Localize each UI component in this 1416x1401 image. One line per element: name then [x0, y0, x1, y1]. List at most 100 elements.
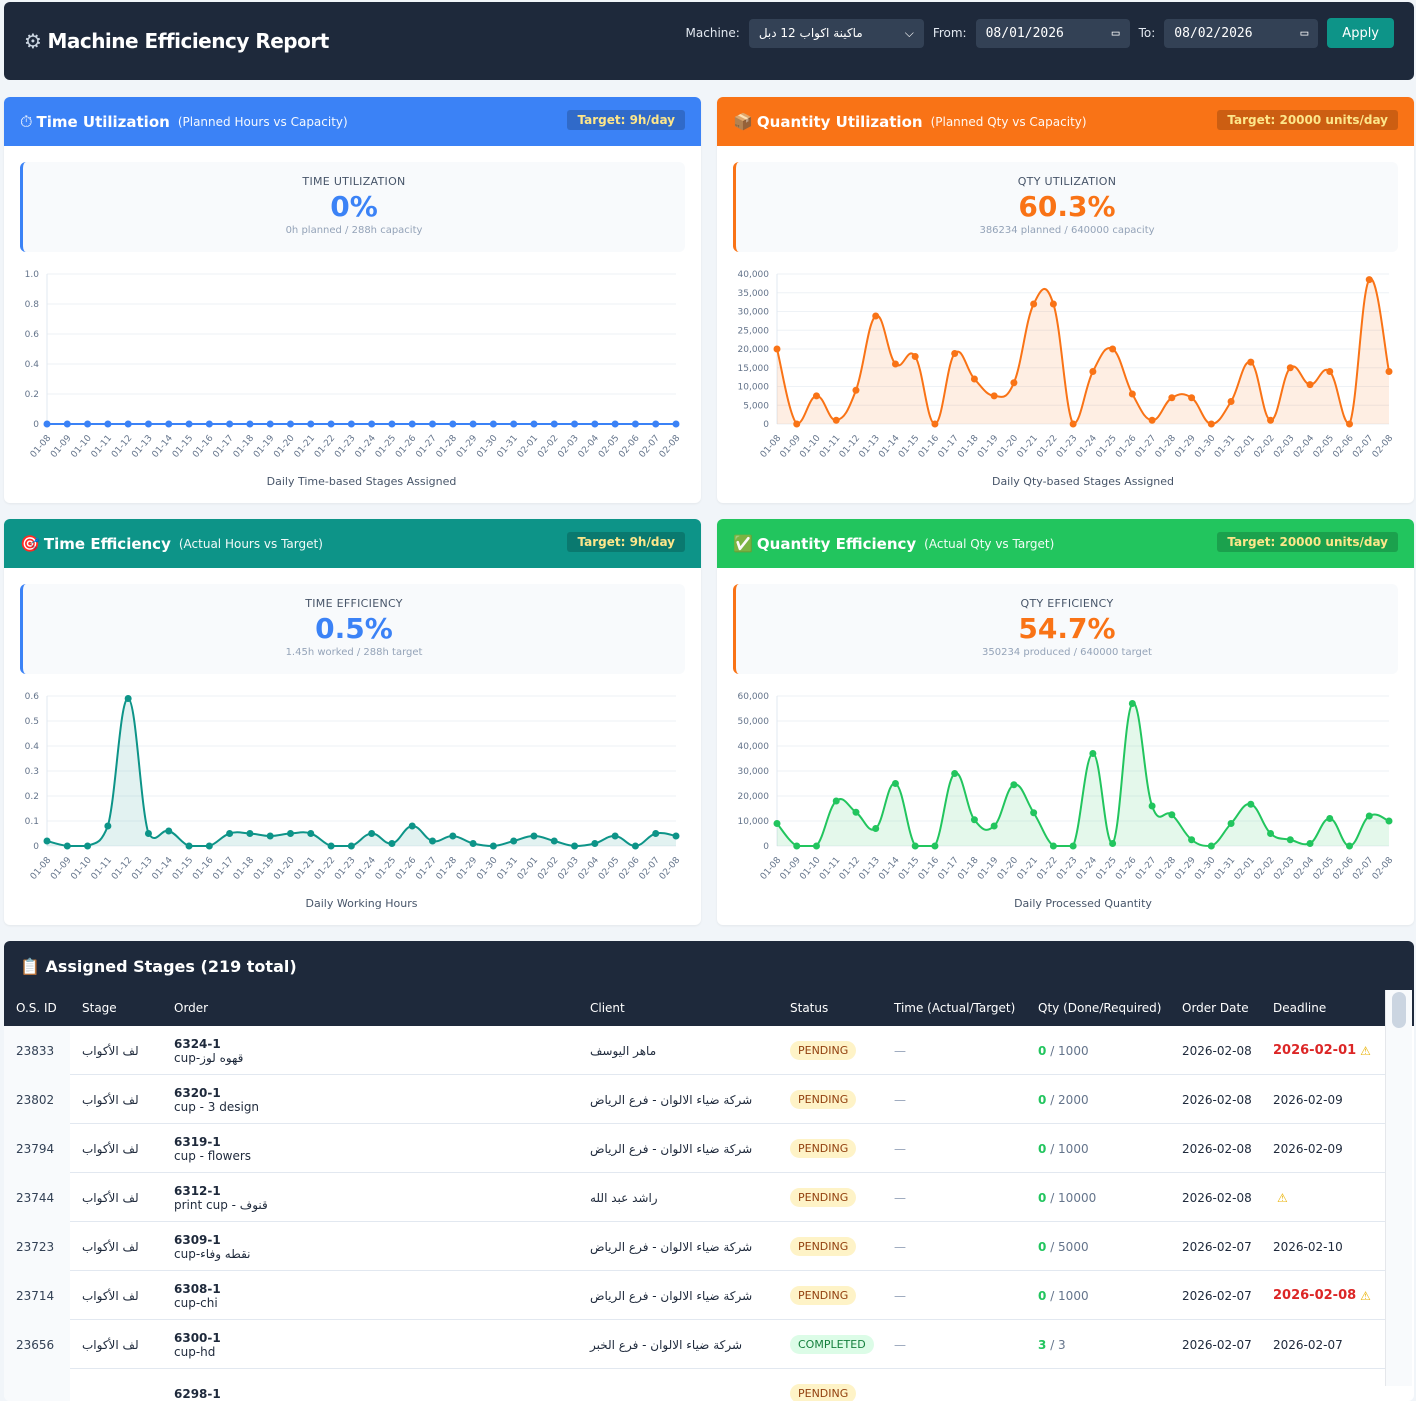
data-point[interactable] [165, 420, 173, 428]
data-point[interactable] [1326, 368, 1334, 375]
column-header[interactable]: O.S. ID [16, 1001, 57, 1015]
data-point[interactable] [408, 822, 416, 830]
column-header[interactable]: Qty (Done/Required) [1038, 1001, 1162, 1015]
data-point[interactable] [388, 420, 396, 428]
data-point[interactable] [246, 420, 254, 428]
calendar-icon[interactable]: ▭ [1300, 25, 1309, 41]
data-point[interactable] [970, 375, 978, 383]
column-header[interactable]: Client [590, 1001, 625, 1015]
column-header[interactable]: Time (Actual/Target) [894, 1001, 1016, 1015]
data-point[interactable] [951, 770, 959, 777]
data-point[interactable] [793, 842, 801, 850]
order-number[interactable]: 6298-1 [174, 1386, 221, 1401]
scrollbar-thumb[interactable] [1392, 992, 1406, 1028]
column-header[interactable]: Order [174, 1001, 209, 1015]
data-point[interactable] [931, 420, 939, 428]
table-row[interactable]: 23723 لف الأكواب 6309-1 cup-نقطه وفاء شرك… [4, 1222, 1385, 1271]
data-point[interactable] [84, 420, 92, 428]
data-point[interactable] [489, 420, 497, 428]
data-point[interactable] [550, 837, 558, 845]
data-point[interactable] [672, 420, 680, 428]
data-point[interactable] [1346, 842, 1354, 850]
data-point[interactable] [104, 420, 112, 428]
data-point[interactable] [449, 420, 457, 428]
to-date-input[interactable]: 08/02/2026 ▭ [1164, 18, 1319, 48]
data-point[interactable] [872, 825, 880, 832]
data-point[interactable] [226, 830, 234, 837]
column-header[interactable]: Deadline [1273, 1001, 1327, 1015]
column-header[interactable]: Stage [82, 1001, 117, 1015]
data-point[interactable] [530, 420, 538, 428]
data-point[interactable] [1247, 800, 1255, 808]
data-point[interactable] [773, 345, 781, 353]
data-point[interactable] [990, 822, 998, 830]
data-point[interactable] [1207, 842, 1215, 850]
data-point[interactable] [571, 420, 579, 428]
data-point[interactable] [327, 420, 335, 428]
data-point[interactable] [1089, 750, 1097, 757]
data-point[interactable] [1168, 394, 1176, 402]
data-point[interactable] [347, 420, 355, 428]
data-point[interactable] [510, 420, 518, 428]
data-point[interactable] [773, 820, 781, 827]
data-point[interactable] [429, 420, 437, 428]
data-point[interactable] [591, 840, 599, 847]
calendar-icon[interactable]: ▭ [1111, 25, 1120, 41]
data-point[interactable] [510, 837, 518, 845]
order-number[interactable]: 6309-1 [174, 1232, 221, 1247]
data-point[interactable] [429, 837, 437, 845]
data-point[interactable] [611, 420, 619, 428]
data-point[interactable] [591, 420, 599, 428]
data-point[interactable] [1109, 345, 1117, 353]
data-point[interactable] [449, 832, 457, 840]
data-point[interactable] [1148, 802, 1156, 810]
data-point[interactable] [631, 420, 639, 428]
data-point[interactable] [891, 360, 899, 368]
order-number[interactable]: 6324-1 [174, 1036, 221, 1051]
data-point[interactable] [812, 392, 820, 400]
data-point[interactable] [1089, 368, 1097, 375]
data-point[interactable] [990, 392, 998, 400]
data-point[interactable] [185, 842, 193, 850]
data-point[interactable] [327, 842, 335, 850]
data-point[interactable] [1010, 781, 1018, 789]
data-point[interactable] [672, 832, 680, 840]
data-point[interactable] [226, 420, 234, 428]
order-number[interactable]: 6320-1 [174, 1085, 221, 1100]
data-point[interactable] [469, 420, 477, 428]
data-point[interactable] [388, 840, 396, 847]
data-point[interactable] [1385, 368, 1393, 375]
data-point[interactable] [1207, 420, 1215, 428]
data-point[interactable] [1267, 416, 1275, 424]
table-row[interactable]: 23656 لف الأكواب 6300-1 cup-hd شركة ضياء … [4, 1320, 1385, 1369]
table-row[interactable]: 23833 لف الأكواب 6324-1 cup-قهوه لوز ماهر… [4, 1026, 1385, 1075]
data-point[interactable] [1385, 817, 1393, 825]
data-point[interactable] [652, 830, 660, 837]
data-point[interactable] [951, 350, 959, 357]
table-row[interactable]: 23714 لف الأكواب 6308-1 cup-chi شركة ضياء… [4, 1271, 1385, 1320]
data-point[interactable] [124, 695, 132, 702]
data-point[interactable] [832, 797, 840, 805]
data-point[interactable] [1346, 420, 1354, 428]
data-point[interactable] [347, 842, 355, 850]
data-point[interactable] [1227, 820, 1235, 827]
data-point[interactable] [205, 420, 213, 428]
data-point[interactable] [1010, 379, 1018, 387]
table-row[interactable]: 23802 لف الأكواب 6320-1 cup - 3 design شر… [4, 1075, 1385, 1124]
data-point[interactable] [43, 420, 51, 428]
data-point[interactable] [286, 830, 294, 837]
data-point[interactable] [1030, 300, 1038, 308]
data-point[interactable] [286, 420, 294, 428]
data-point[interactable] [144, 420, 152, 428]
table-row[interactable]: 6298-1 PENDING [4, 1369, 1385, 1401]
data-point[interactable] [246, 830, 254, 837]
data-point[interactable] [652, 420, 660, 428]
data-point[interactable] [611, 832, 619, 840]
data-point[interactable] [43, 837, 51, 845]
data-point[interactable] [84, 842, 92, 850]
data-point[interactable] [307, 420, 315, 428]
data-point[interactable] [1306, 381, 1314, 389]
data-point[interactable] [550, 420, 558, 428]
data-point[interactable] [1128, 700, 1136, 707]
data-point[interactable] [1049, 300, 1057, 308]
